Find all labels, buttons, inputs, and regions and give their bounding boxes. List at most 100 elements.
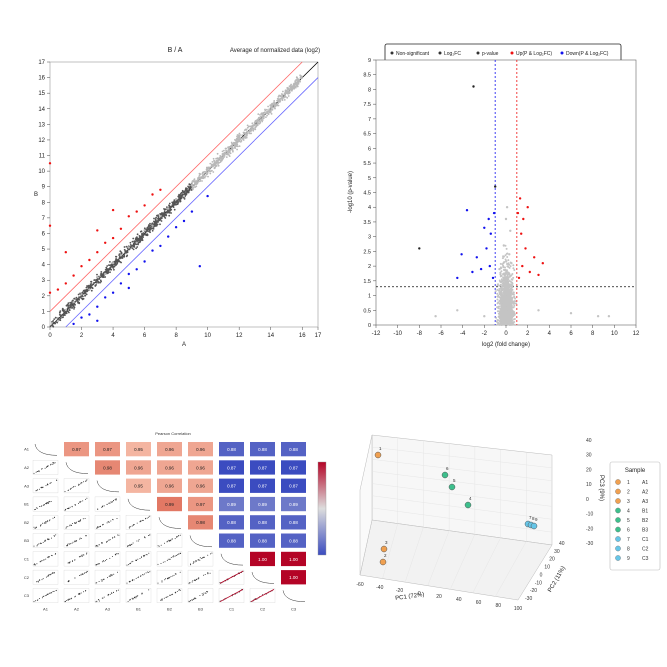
ma-density-point xyxy=(271,107,274,109)
pca-x-tick-label: -60 xyxy=(356,582,363,588)
volcano-point-down-regulated xyxy=(492,211,496,215)
ma-density-point xyxy=(125,245,128,248)
ma-density-point xyxy=(281,95,284,97)
ma-density-point xyxy=(263,112,265,115)
ma-density-point xyxy=(217,164,220,167)
pca-legend-id: 2 xyxy=(627,489,630,495)
correlation-cell-fill xyxy=(188,442,213,457)
pca-x-tick-label: 80 xyxy=(495,603,501,609)
mini-scatter-point xyxy=(55,589,57,591)
ma-density-point xyxy=(64,312,67,315)
volcano-density-point xyxy=(508,319,511,322)
ma-density-point xyxy=(78,301,81,304)
volcano-density-point xyxy=(497,294,500,297)
mini-scatter-point xyxy=(107,594,109,596)
mini-scatter-point xyxy=(51,555,53,557)
mini-scatter-point xyxy=(97,545,99,547)
volcano-y-tick-label: 3 xyxy=(368,235,371,241)
mini-scatter-point xyxy=(70,598,72,600)
correlation-value: 0.96 xyxy=(134,465,143,470)
volcano-x-tick-label: 6 xyxy=(569,331,573,337)
ma-point-down-regulated xyxy=(190,210,194,213)
ma-density-point xyxy=(257,113,260,115)
correlation-col-label: B1 xyxy=(136,607,142,612)
ma-density-point xyxy=(270,113,273,115)
correlation-cells: 0.97 0.97 0.95 0.96 0.96 0.88 0.88 0.88 0.98 0.96… xyxy=(32,442,306,603)
ma-point-down-regulated xyxy=(151,249,154,252)
ma-point-down-regulated xyxy=(119,282,123,285)
volcano-density-point xyxy=(499,262,502,265)
volcano-point-not-significant xyxy=(509,229,512,232)
pca-legend-sample: C3 xyxy=(642,556,649,562)
correlation-value: 0.89 xyxy=(289,502,298,507)
pca-y-tick-label: -20 xyxy=(530,588,537,594)
ma-density-point xyxy=(202,171,205,174)
correlation-cell: 0.98 xyxy=(188,515,213,530)
pca-legend-id: 5 xyxy=(627,518,630,524)
correlation-mini-scatter xyxy=(218,588,245,603)
ma-density-point xyxy=(100,271,103,273)
mini-scatter-point xyxy=(207,591,209,593)
correlation-mini-scatter xyxy=(63,569,90,585)
correlation-cell: 0.97 xyxy=(188,496,213,512)
mini-scatter-point xyxy=(34,600,36,602)
pca-grid-line xyxy=(371,446,553,469)
pca-z-tick-label: -10 xyxy=(586,512,593,518)
mini-scatter-point xyxy=(118,534,120,536)
ma-density-point xyxy=(159,213,162,216)
volcano-density-point xyxy=(504,293,507,295)
ma-density-point xyxy=(94,284,97,287)
mini-scatter-point xyxy=(117,553,119,555)
mini-scatter-point xyxy=(103,596,105,598)
mini-scatter-point xyxy=(126,564,128,566)
ma-density-point xyxy=(132,237,135,240)
mini-scatter-point xyxy=(67,526,69,528)
ma-density-point xyxy=(273,100,276,102)
correlation-col-label: B2 xyxy=(167,607,173,612)
mini-scatter-point xyxy=(42,486,44,488)
ma-density-point xyxy=(123,253,126,255)
ma-density-point xyxy=(256,121,259,123)
correlation-cell-fill xyxy=(281,442,306,457)
mini-scatter-point xyxy=(49,501,51,503)
pca-legend-entry: 9 C3 xyxy=(615,555,649,562)
ma-density-point xyxy=(187,190,190,193)
ma-density-point xyxy=(290,88,293,91)
volcano-point-not-significant xyxy=(502,244,505,247)
ma-density-point xyxy=(254,126,257,129)
correlation-axis-labels: A1 A1 A2 A2 A3 A3 B1 B1 B2 B2 B3 B3 C1 C1 C2 C2 C3 C3 xyxy=(24,447,297,612)
volcano-density-point xyxy=(497,310,500,313)
volcano-y-tick-label: 6 xyxy=(368,146,371,152)
volcano-y-tick-label: 4.5 xyxy=(363,191,371,197)
mini-scatter-point xyxy=(36,599,38,601)
mini-scatter-point xyxy=(179,552,181,554)
volcano-density-point xyxy=(507,286,510,289)
volcano-density-point xyxy=(496,288,499,291)
ma-density-point xyxy=(116,261,119,264)
mini-scatter-point xyxy=(202,557,204,559)
correlation-cell: 0.88 xyxy=(281,442,306,457)
ma-density-point xyxy=(77,298,80,301)
volcano-y-tick-label: 0.5 xyxy=(363,308,371,314)
volcano-density-point xyxy=(508,309,511,312)
mini-scatter-point xyxy=(36,581,38,583)
ma-density-point xyxy=(259,114,261,116)
volcano-density-point xyxy=(503,284,506,287)
volcano-x-tick-label: 0 xyxy=(504,331,508,337)
volcano-density-point xyxy=(496,292,499,295)
mini-scatter-point xyxy=(74,540,76,542)
correlation-diagonal xyxy=(220,553,244,566)
correlation-cell: 0.87 xyxy=(250,460,275,475)
ma-y-tick-label: 13 xyxy=(38,122,45,128)
mini-scatter-point xyxy=(165,578,166,580)
volcano-density-point xyxy=(500,270,503,273)
volcano-density-point xyxy=(513,269,516,271)
correlation-cell-fill xyxy=(250,496,275,512)
mini-scatter-point xyxy=(50,463,52,465)
correlation-value: 0.96 xyxy=(165,465,174,470)
mini-scatter-point xyxy=(109,593,111,595)
pca-x-tick-label: 60 xyxy=(476,600,482,606)
volcano-point-outliers xyxy=(472,85,475,88)
mini-scatter-point xyxy=(161,581,163,583)
mini-scatter-point xyxy=(179,534,181,536)
